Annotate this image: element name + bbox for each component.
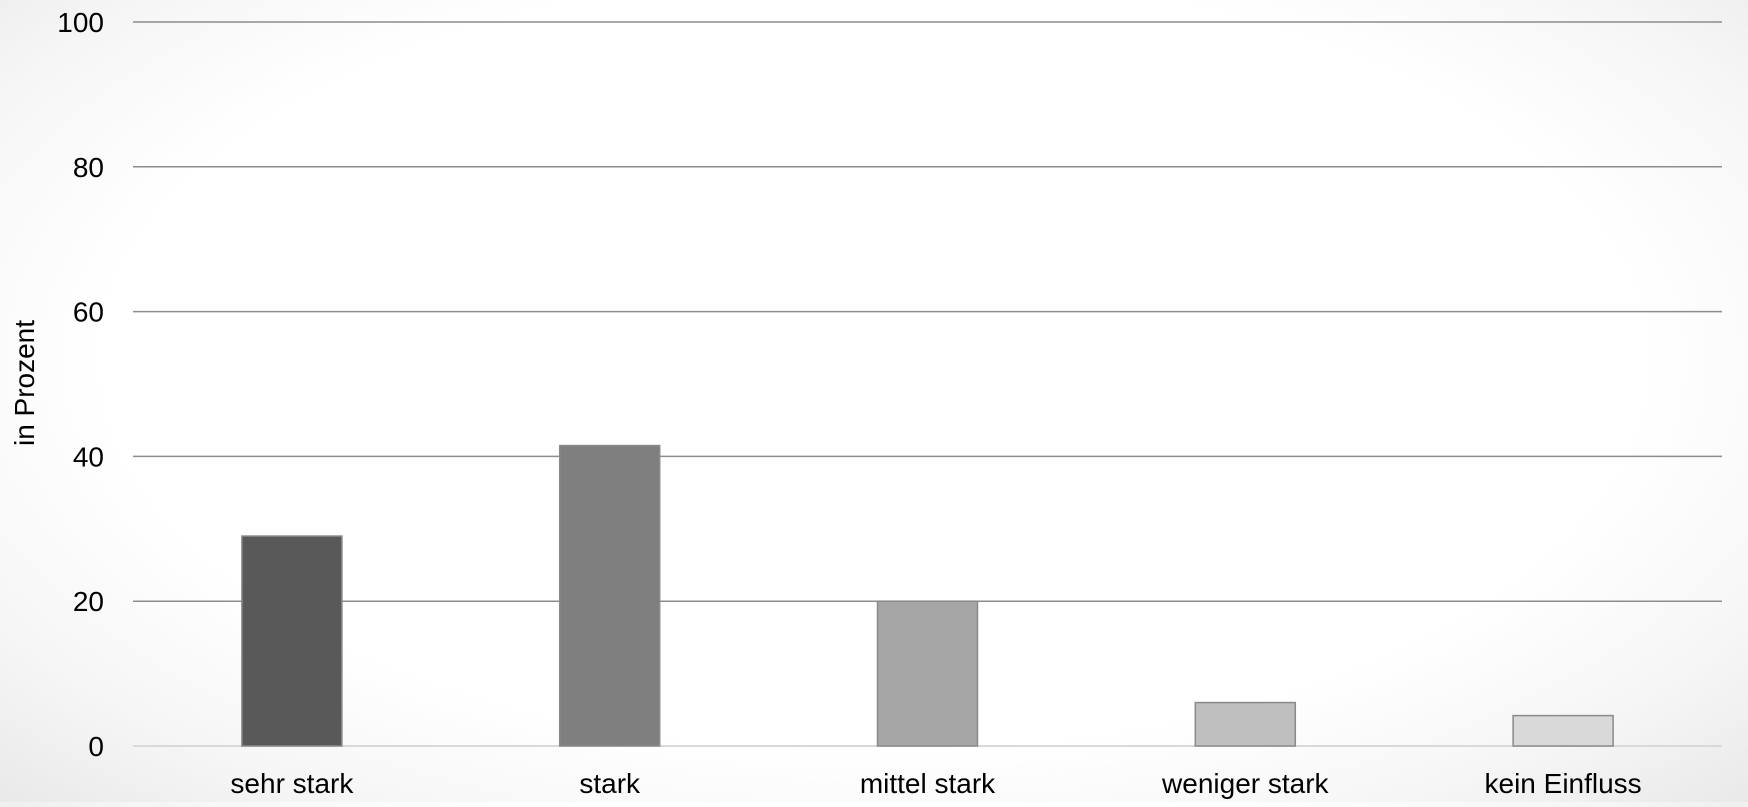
y-tick-label: 80	[73, 152, 104, 183]
x-tick-label: mittel stark	[860, 768, 996, 799]
bar	[558, 444, 661, 747]
y-tick-label: 100	[57, 7, 104, 38]
y-tick-label: 0	[88, 731, 104, 762]
y-tick-label: 20	[73, 586, 104, 617]
x-tick-label: weniger stark	[1161, 768, 1330, 799]
x-tick-label: sehr stark	[230, 768, 354, 799]
y-tick-label: 40	[73, 441, 104, 472]
bar	[241, 535, 343, 747]
bar	[1194, 701, 1297, 747]
y-axis-ticks: 0 20 40 60 80 100	[57, 7, 104, 762]
x-tick-label: kein Einfluss	[1485, 768, 1642, 799]
x-axis-ticks: sehr stark stark mittel stark weniger stark…	[230, 768, 1641, 799]
gridlines	[133, 21, 1722, 747]
y-axis-label: in Prozent	[9, 320, 40, 446]
bars	[241, 444, 1614, 747]
x-tick-label: stark	[579, 768, 641, 799]
y-tick-label: 60	[73, 297, 104, 328]
bar	[1512, 714, 1614, 747]
bar	[876, 600, 979, 747]
